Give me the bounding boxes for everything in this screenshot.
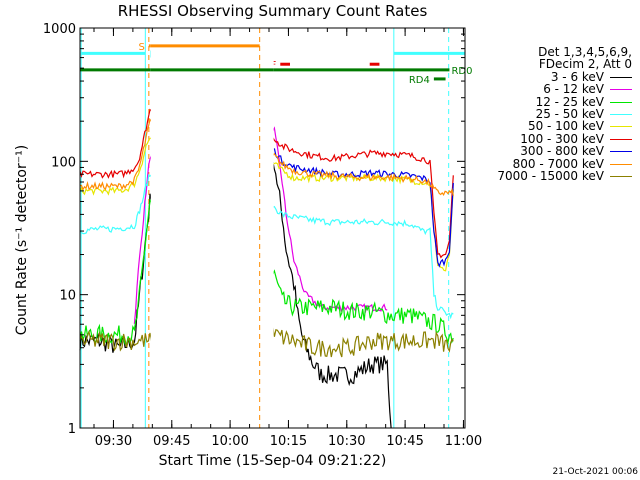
x-tick-label: 09:30 [95,434,132,449]
mode-bar-label: S [138,42,144,53]
generated-timestamp: 21-Oct-2021 00:06 [552,467,638,477]
x-tick-label: 09:45 [153,434,190,449]
legend-swatch [610,114,632,116]
legend: Det 1,3,4,5,6,9, FDecim 2, Att 0 3 - 6 k… [497,46,632,182]
legend-swatch [610,101,632,103]
y-tick-label: 10 [59,289,76,304]
x-tick-label: 10:45 [386,434,423,449]
legend-entry-label: 50 - 100 keV [527,119,604,134]
legend-entry: 3 - 6 keV [497,71,632,83]
series-layer [79,28,454,429]
legend-entry: 50 - 100 keV [497,119,632,134]
mode-bar-label: RD4 [409,75,430,86]
y-tick-label: 1000 [43,22,76,37]
plot-frame [79,27,466,429]
legend-swatch [610,151,632,153]
y-tick-label: 1 [68,422,76,437]
legend-swatch [610,89,632,91]
x-axis-label: Start Time (15-Sep-04 09:21:22) [158,453,387,469]
data-gap [150,29,274,427]
legend-entry-label: 7000 - 15000 keV [497,169,604,184]
y-tick-label: 100 [51,155,76,170]
legend-entry-label: 6 - 12 keV [543,82,604,97]
x-tick-label: 10:00 [211,434,248,449]
legend-entry-label: 300 - 800 keV [520,144,604,159]
legend-entry: 300 - 800 keV [497,145,632,157]
series-line [273,148,454,268]
x-tick-label: 10:15 [270,434,307,449]
legend-entry-label: 800 - 7000 keV [512,156,604,171]
legend-entry: 25 - 50 keV [497,108,632,120]
legend-header-line: FDecim 2, Att 0 [538,57,632,72]
legend-swatch [610,163,632,165]
legend-swatch [610,126,632,128]
legend-entry: 6 - 12 keV [497,83,632,95]
legend-swatch [610,76,632,78]
legend-swatch [610,138,632,140]
legend-entry: 12 - 25 keV [497,94,632,109]
legend-entry: 100 - 300 keV [497,133,632,145]
legend-entry-label: 25 - 50 keV [535,107,604,122]
legend-entry: 7000 - 15000 keV [497,170,632,182]
legend-entry: 800 - 7000 keV [497,156,632,171]
legend-entry-label: 3 - 6 keV [550,69,604,84]
chart-title: RHESSI Observing Summary Count Rates [117,2,428,20]
legend-swatch [610,176,632,178]
axis-layer: 09:30 09:45 10:00 10:15 10:30 10:45 11:00 1 10 10… [43,22,482,449]
y-axis-label: Count Rate (s⁻¹ detector⁻¹) [14,144,30,336]
mode-bar-label: RD0 [451,66,472,77]
x-tick-label: 10:30 [328,434,365,449]
x-tick-label: 11:00 [445,434,482,449]
legend-header-line: Det 1,3,4,5,6,9, [538,45,632,59]
legend-entry-label: 12 - 25 keV [535,94,604,109]
legend-entry-label: 100 - 300 keV [520,131,604,146]
